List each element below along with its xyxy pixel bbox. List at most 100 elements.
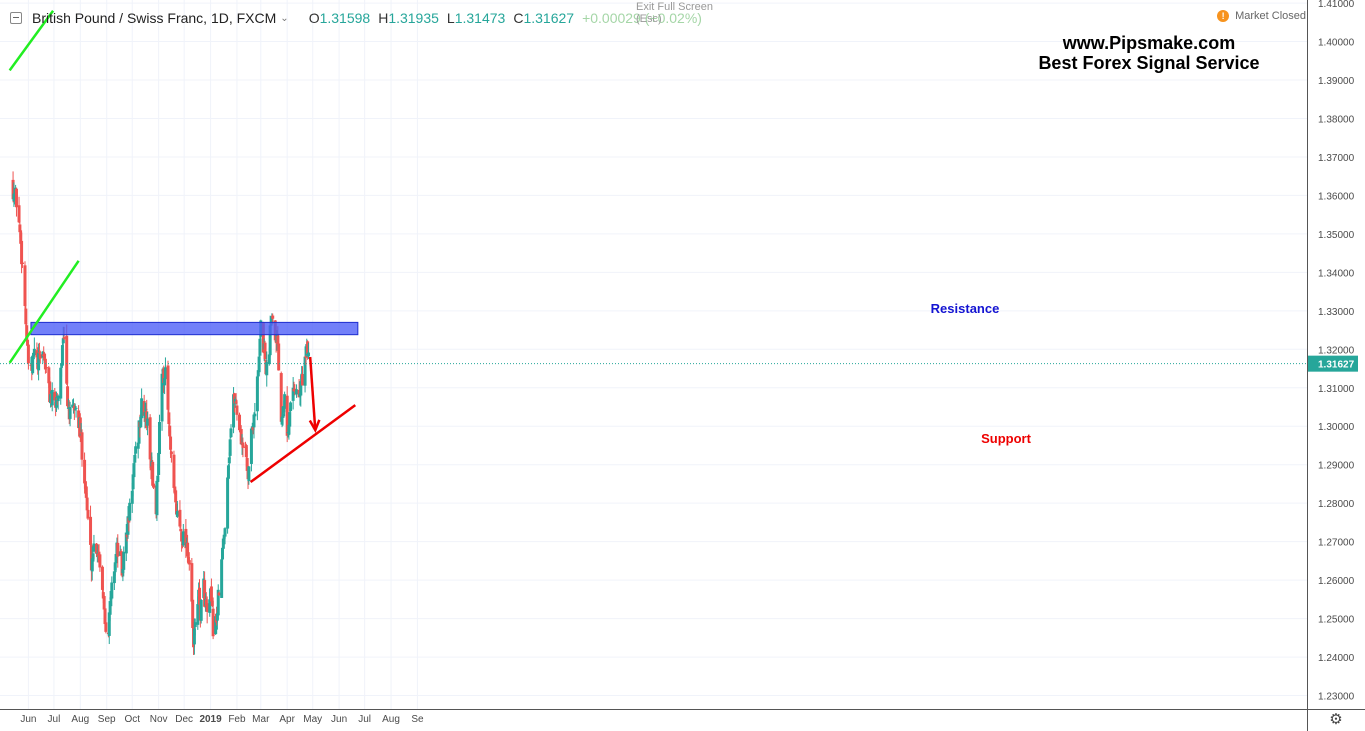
candle-body bbox=[26, 339, 30, 346]
candle-body bbox=[295, 389, 299, 395]
candle-body bbox=[44, 366, 48, 368]
candle bbox=[143, 401, 147, 429]
y-tick-label: 1.34000 bbox=[1318, 268, 1355, 279]
candle-body bbox=[220, 547, 224, 560]
candle-body bbox=[107, 612, 111, 636]
candle bbox=[20, 255, 24, 268]
candle bbox=[255, 375, 259, 421]
candle-body bbox=[180, 532, 184, 542]
candle bbox=[98, 551, 102, 572]
candle-body bbox=[299, 381, 303, 396]
support-line bbox=[249, 404, 357, 484]
high-label: H bbox=[378, 10, 389, 26]
candle-body bbox=[78, 417, 82, 438]
candle-body bbox=[192, 628, 196, 645]
candle-body bbox=[168, 425, 172, 437]
chevron-down-icon[interactable]: ⌄ bbox=[280, 12, 289, 24]
change-value: +0.00029 (+0.02%) bbox=[582, 10, 702, 26]
candle-body bbox=[122, 551, 126, 570]
low-label: L bbox=[446, 10, 455, 26]
candle bbox=[90, 546, 94, 581]
candle bbox=[31, 355, 35, 375]
candle-body bbox=[59, 367, 63, 399]
x-tick-label: Jun bbox=[20, 714, 36, 725]
x-tick-label: Oct bbox=[124, 714, 140, 725]
low-value: 1.31473 bbox=[454, 10, 506, 26]
candle-body bbox=[12, 193, 16, 202]
candle-body bbox=[178, 509, 182, 527]
candle-body bbox=[181, 531, 185, 546]
candle-body bbox=[255, 376, 259, 412]
support-label: Support bbox=[981, 431, 1031, 446]
candle bbox=[80, 429, 84, 467]
candle bbox=[32, 337, 36, 360]
candle bbox=[179, 520, 183, 534]
watermark: www.Pipsmake.com Best Forex Signal Servi… bbox=[1015, 33, 1283, 73]
candle-body bbox=[84, 486, 88, 498]
candle bbox=[253, 403, 257, 418]
symbol-name[interactable]: British Pound / Swiss Franc, 1D, FXCM bbox=[32, 10, 277, 26]
candle-body bbox=[306, 352, 310, 357]
candle bbox=[54, 391, 58, 412]
candle-body bbox=[74, 407, 78, 409]
y-tick-label: 1.29000 bbox=[1318, 461, 1355, 472]
resistance-zone bbox=[30, 321, 359, 336]
candle bbox=[100, 565, 104, 597]
candle-body bbox=[244, 445, 248, 458]
candle bbox=[281, 410, 285, 426]
candle-body bbox=[89, 516, 93, 545]
candle bbox=[221, 536, 225, 560]
candle-body bbox=[73, 409, 77, 411]
candle bbox=[301, 366, 305, 386]
candle-body bbox=[205, 603, 209, 612]
watermark-line1: www.Pipsmake.com bbox=[1062, 33, 1236, 53]
candle-body bbox=[173, 486, 177, 493]
candle bbox=[184, 519, 188, 558]
candle-body bbox=[169, 451, 173, 455]
candle-body bbox=[279, 373, 283, 422]
close-value: 1.31627 bbox=[523, 10, 575, 26]
candle bbox=[86, 502, 90, 521]
candle-body bbox=[186, 557, 190, 563]
candle-body bbox=[287, 424, 291, 435]
candle-body bbox=[113, 562, 117, 571]
candle bbox=[168, 418, 172, 439]
candle-body bbox=[83, 481, 87, 489]
collapse-icon[interactable] bbox=[10, 12, 22, 24]
exit-fullscreen-hint[interactable]: Exit Full Screen (Esc) bbox=[636, 1, 713, 25]
y-tick-label: 1.40000 bbox=[1318, 38, 1355, 49]
candle-body bbox=[186, 542, 190, 557]
candle bbox=[104, 617, 108, 634]
candle-body bbox=[156, 475, 160, 483]
x-tick-label: Aug bbox=[71, 714, 89, 725]
candle-body bbox=[232, 393, 236, 404]
candle-body bbox=[208, 599, 212, 613]
candle-body bbox=[86, 509, 90, 519]
candle bbox=[157, 414, 161, 459]
y-tick-label: 1.39000 bbox=[1318, 76, 1355, 87]
x-tick-label: Jul bbox=[358, 714, 371, 725]
candle-body bbox=[289, 402, 293, 412]
candle-body bbox=[65, 335, 69, 384]
candle bbox=[193, 618, 197, 636]
candle-body bbox=[143, 411, 147, 418]
candle bbox=[91, 553, 95, 571]
candle-body bbox=[94, 543, 98, 554]
candle-body bbox=[198, 587, 202, 605]
candle bbox=[17, 196, 21, 224]
candle-body bbox=[54, 397, 58, 408]
candle-body bbox=[191, 599, 195, 628]
candle-body bbox=[232, 394, 236, 428]
candle bbox=[291, 377, 295, 410]
candle bbox=[163, 357, 167, 383]
candle-body bbox=[11, 179, 15, 200]
candle-body bbox=[291, 387, 295, 401]
settings-gear-icon[interactable]: ⚙ bbox=[1329, 711, 1343, 728]
last-price-badge bbox=[1308, 355, 1358, 372]
candle bbox=[175, 500, 179, 518]
candle bbox=[288, 407, 292, 436]
candle bbox=[140, 388, 144, 425]
market-status[interactable]: ! Market Closed bbox=[1217, 10, 1306, 22]
candle bbox=[238, 412, 242, 433]
